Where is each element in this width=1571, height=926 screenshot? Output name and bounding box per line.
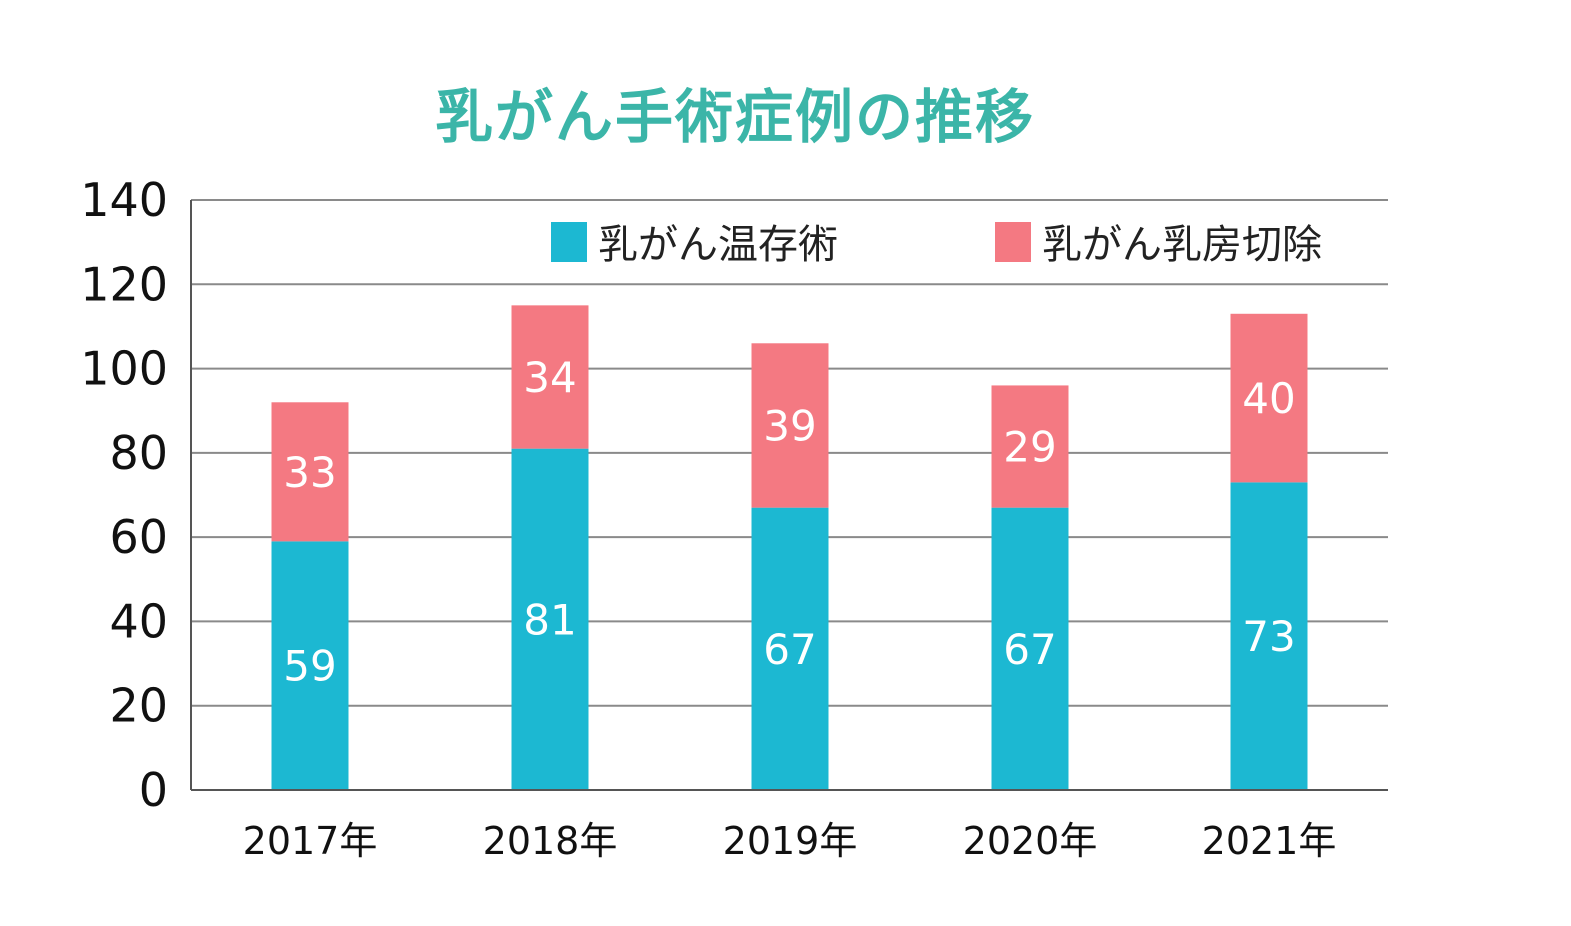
legend-swatch — [995, 222, 1031, 262]
axes: 0 20 40 60 80 100 120 140 2017年 2018年 2019年 2020年 20… — [80, 173, 1388, 863]
y-tick-label: 0 — [139, 763, 168, 817]
x-tick-label: 2018年 — [483, 819, 618, 863]
bar-segment — [271, 402, 349, 542]
bar-segment — [511, 448, 589, 790]
bar-segment — [511, 305, 589, 449]
bar-segment — [271, 541, 349, 790]
bar-segment — [751, 343, 829, 508]
chart-title: 乳がん手術症例の推移 — [434, 83, 1035, 151]
bar-segment — [1230, 313, 1308, 483]
x-tick-label: 2020年 — [963, 819, 1098, 863]
bars: 59 33 81 34 67 39 67 29 73 40 — [271, 305, 1308, 790]
y-tick-label: 20 — [109, 679, 168, 733]
data-label: 67 — [1003, 625, 1056, 674]
legend: 乳がん温存術 乳がん乳房切除 — [551, 222, 1322, 268]
y-tick-label: 60 — [109, 510, 168, 564]
x-tick-label: 2021年 — [1202, 819, 1337, 863]
legend-swatch — [551, 222, 587, 262]
data-label: 73 — [1242, 612, 1295, 661]
data-label: 29 — [1003, 423, 1056, 472]
data-label: 33 — [283, 448, 336, 497]
x-tick-label: 2017年 — [243, 819, 378, 863]
bar-segment — [751, 507, 829, 790]
data-label: 39 — [763, 401, 816, 450]
x-tick-label: 2019年 — [723, 819, 858, 863]
data-label: 67 — [763, 625, 816, 674]
y-tick-label: 120 — [80, 257, 168, 311]
legend-label: 乳がん乳房切除 — [1042, 222, 1322, 268]
data-label: 40 — [1242, 374, 1295, 423]
legend-label: 乳がん温存術 — [598, 222, 838, 268]
y-tick-label: 80 — [109, 426, 168, 480]
y-tick-label: 40 — [109, 594, 168, 648]
data-label: 34 — [523, 353, 576, 402]
data-label: 59 — [283, 642, 336, 691]
data-label: 81 — [523, 595, 576, 644]
bar-segment — [991, 507, 1069, 790]
bar-segment — [1230, 482, 1308, 790]
y-tick-label: 140 — [80, 173, 168, 227]
bar-segment — [991, 385, 1069, 508]
y-tick-label: 100 — [80, 342, 168, 396]
